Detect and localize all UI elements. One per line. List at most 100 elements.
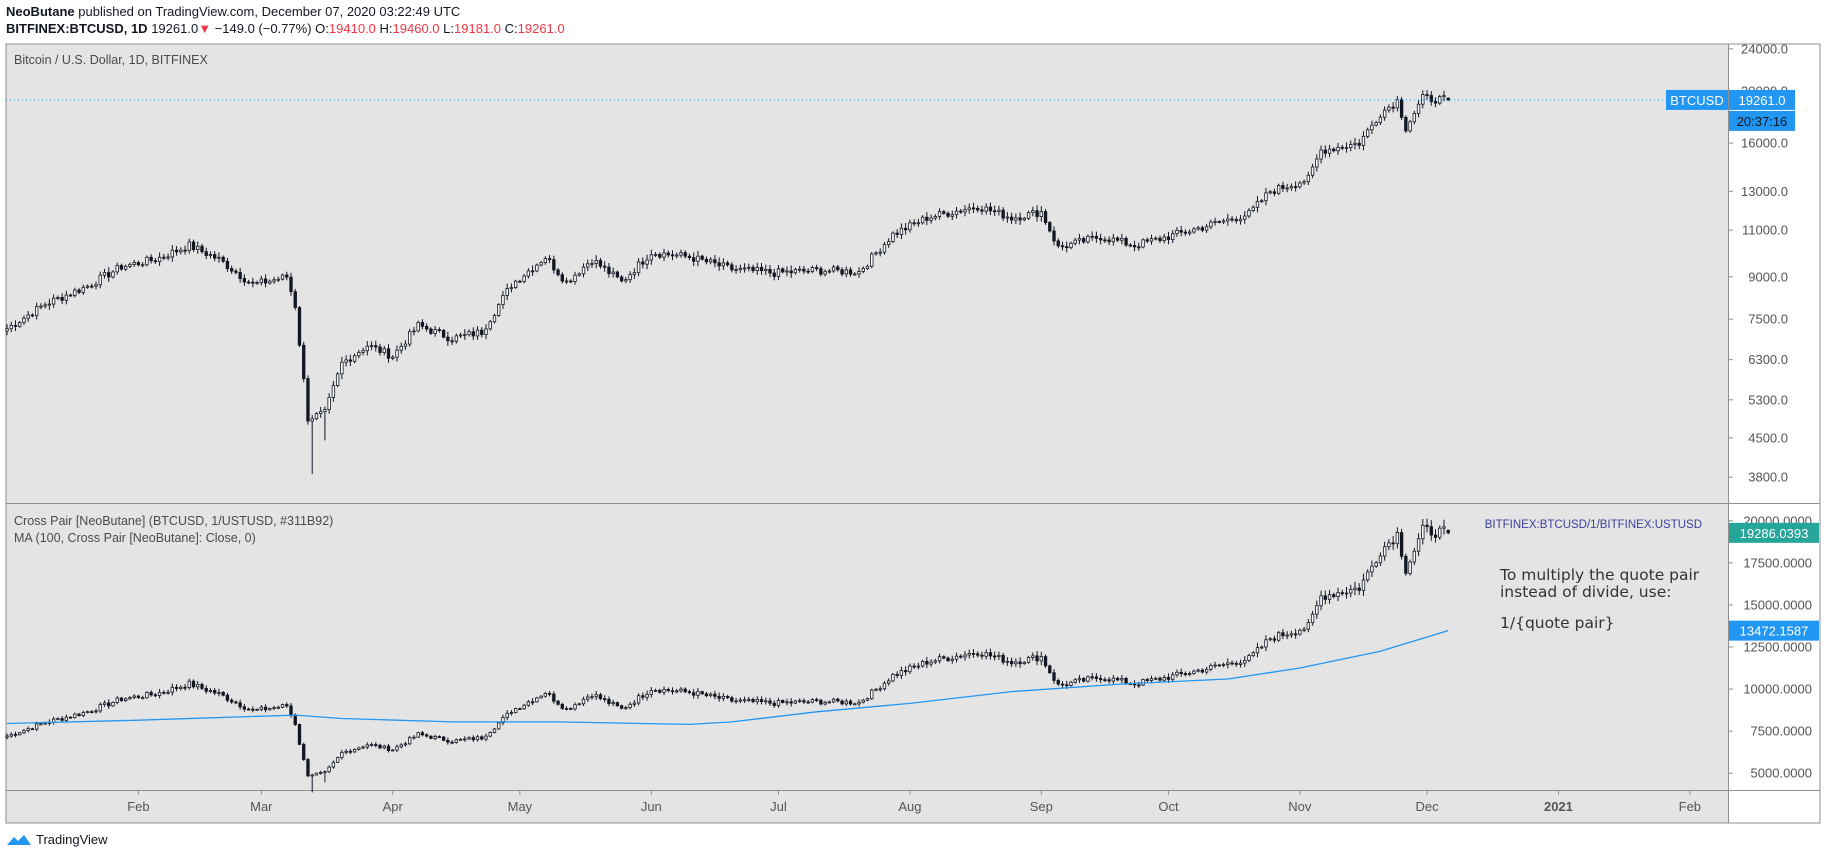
indicator-candle-body[interactable] bbox=[802, 700, 806, 703]
indicator-candle-body[interactable] bbox=[1255, 647, 1260, 654]
indicator-candle-body[interactable] bbox=[289, 705, 293, 716]
indicator-candle-body[interactable] bbox=[980, 654, 984, 657]
indicator-candle-body[interactable] bbox=[1353, 587, 1357, 590]
main-candle-body[interactable] bbox=[475, 329, 480, 337]
main-candle-body[interactable] bbox=[874, 252, 878, 255]
indicator-candle-body[interactable] bbox=[1238, 662, 1243, 665]
main-candle-body[interactable] bbox=[331, 385, 336, 398]
main-candle-body[interactable] bbox=[98, 274, 102, 286]
main-candle-body[interactable] bbox=[35, 306, 39, 317]
indicator-candle-body[interactable] bbox=[437, 736, 442, 738]
main-candle-body[interactable] bbox=[136, 262, 141, 266]
main-candle-body[interactable] bbox=[937, 211, 942, 217]
indicator-candle-body[interactable] bbox=[357, 747, 361, 750]
indicator-candle-body[interactable] bbox=[581, 698, 586, 705]
indicator-candle-body[interactable] bbox=[331, 761, 336, 768]
indicator-candle-body[interactable] bbox=[30, 728, 35, 731]
indicator-candle-body[interactable] bbox=[692, 692, 696, 696]
indicator-candle-body[interactable] bbox=[276, 706, 280, 709]
main-candle-body[interactable] bbox=[424, 325, 429, 330]
main-price-tick-label[interactable]: 9000.0 bbox=[1748, 269, 1788, 284]
indicator-candle-body[interactable] bbox=[488, 731, 492, 737]
indicator-price-tick-label[interactable]: 17500.0000 bbox=[1743, 555, 1812, 570]
time-axis-label[interactable]: Aug bbox=[898, 799, 921, 814]
indicator-candle-body[interactable] bbox=[1442, 526, 1446, 529]
indicator-candle-body[interactable] bbox=[369, 744, 374, 746]
indicator-candle-body[interactable] bbox=[861, 699, 865, 703]
main-candle-body[interactable] bbox=[319, 411, 323, 414]
main-candle-body[interactable] bbox=[628, 274, 632, 281]
main-candle-body[interactable] bbox=[1048, 222, 1052, 232]
indicator-candle-body[interactable] bbox=[1107, 679, 1111, 682]
indicator-candle-body[interactable] bbox=[992, 655, 997, 658]
main-candle-body[interactable] bbox=[789, 270, 793, 274]
main-candle-body[interactable] bbox=[1031, 210, 1035, 213]
indicator-candle-body[interactable] bbox=[967, 653, 971, 656]
indicator-candle-body[interactable] bbox=[1268, 638, 1272, 641]
main-candle-body[interactable] bbox=[946, 212, 950, 217]
main-candle-body[interactable] bbox=[581, 266, 586, 275]
indicator-candle-body[interactable] bbox=[844, 700, 848, 705]
moving-average-line[interactable] bbox=[6, 629, 1449, 726]
main-candle-body[interactable] bbox=[840, 269, 844, 275]
indicator-candle-body[interactable] bbox=[115, 697, 119, 703]
main-candle-body[interactable] bbox=[1082, 238, 1086, 243]
main-candle-body[interactable] bbox=[662, 252, 666, 258]
main-candle-body[interactable] bbox=[221, 256, 225, 262]
main-candle-body[interactable] bbox=[94, 284, 98, 287]
indicator-candle-body[interactable] bbox=[1340, 592, 1344, 595]
main-candle-body[interactable] bbox=[1204, 226, 1209, 231]
main-candle-body[interactable] bbox=[251, 281, 255, 284]
indicator-candle-body[interactable] bbox=[246, 708, 251, 711]
main-price-tick-label[interactable]: 11000.0 bbox=[1742, 223, 1788, 238]
main-candle-body[interactable] bbox=[412, 330, 416, 333]
main-candle-body[interactable] bbox=[18, 322, 22, 327]
symbol-tag[interactable] bbox=[1666, 89, 1728, 110]
main-candle-body[interactable] bbox=[971, 207, 976, 210]
indicator-candle-body[interactable] bbox=[505, 712, 509, 718]
time-axis-label[interactable]: Apr bbox=[383, 799, 404, 814]
main-candle-body[interactable] bbox=[908, 222, 912, 231]
main-candle-body[interactable] bbox=[704, 258, 709, 263]
main-candle-body[interactable] bbox=[1175, 230, 1179, 235]
indicator-candle-body[interactable] bbox=[1293, 633, 1298, 636]
indicator-candle-body[interactable] bbox=[713, 693, 717, 697]
main-candle-body[interactable] bbox=[1200, 227, 1205, 231]
indicator-candle-body[interactable] bbox=[725, 695, 730, 699]
indicator-candle-body[interactable] bbox=[183, 686, 187, 689]
main-candle-body[interactable] bbox=[522, 275, 526, 282]
main-candle-body[interactable] bbox=[950, 214, 954, 217]
indicator-candle-body[interactable] bbox=[225, 694, 230, 701]
main-candle-body[interactable] bbox=[90, 285, 94, 288]
main-candle-body[interactable] bbox=[348, 359, 353, 362]
main-candle-body[interactable] bbox=[619, 276, 624, 282]
main-candle-body[interactable] bbox=[700, 255, 704, 260]
main-candle-body[interactable] bbox=[43, 304, 47, 307]
indicator-candle-body[interactable] bbox=[789, 701, 793, 704]
main-candle-body[interactable] bbox=[615, 271, 620, 278]
main-candle-body[interactable] bbox=[471, 331, 475, 337]
main-candle-body[interactable] bbox=[149, 256, 153, 262]
main-price-tick-label[interactable]: 3800.0 bbox=[1748, 470, 1788, 485]
indicator-candle-body[interactable] bbox=[1425, 524, 1429, 528]
main-candle-body[interactable] bbox=[976, 208, 980, 211]
main-candle-body[interactable] bbox=[302, 344, 306, 380]
indicator-candle-body[interactable] bbox=[1005, 660, 1010, 663]
indicator-candle-body[interactable] bbox=[68, 716, 73, 719]
indicator-candle-body[interactable] bbox=[408, 737, 412, 745]
main-candle-body[interactable] bbox=[556, 269, 560, 276]
main-candle-body[interactable] bbox=[1370, 124, 1374, 131]
time-axis-label[interactable]: Feb bbox=[1679, 799, 1701, 814]
indicator-candle-body[interactable] bbox=[501, 717, 505, 724]
indicator-price-tick-label[interactable]: 7500.0000 bbox=[1751, 724, 1812, 739]
main-candle-body[interactable] bbox=[611, 271, 615, 275]
indicator-candle-body[interactable] bbox=[1001, 654, 1005, 663]
indicator-candle-body[interactable] bbox=[1077, 678, 1082, 681]
main-candle-body[interactable] bbox=[1213, 221, 1217, 223]
main-candle-body[interactable] bbox=[107, 272, 111, 278]
indicator-candle-body[interactable] bbox=[611, 702, 615, 705]
indicator-candle-body[interactable] bbox=[1285, 634, 1289, 637]
indicator-candle-body[interactable] bbox=[441, 736, 446, 741]
main-candle-body[interactable] bbox=[289, 276, 293, 293]
